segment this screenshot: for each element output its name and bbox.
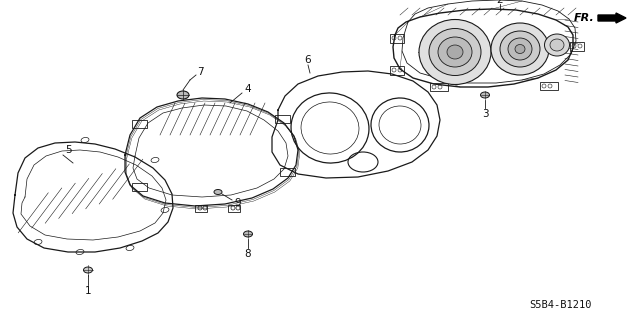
Ellipse shape [177, 91, 189, 99]
Bar [132, 120, 147, 128]
Text: 8: 8 [244, 249, 252, 259]
Text: 2: 2 [497, 0, 503, 5]
Ellipse shape [550, 39, 564, 51]
Ellipse shape [243, 231, 253, 237]
FancyArrow shape [598, 13, 626, 23]
Bar [540, 82, 558, 90]
Ellipse shape [500, 31, 540, 67]
Bar [275, 115, 290, 123]
Ellipse shape [491, 23, 549, 75]
Bar [280, 168, 295, 176]
Bar [390, 66, 404, 75]
Ellipse shape [481, 92, 490, 98]
Text: 9: 9 [235, 198, 241, 208]
Text: 5: 5 [65, 145, 71, 155]
Ellipse shape [419, 19, 491, 85]
Ellipse shape [429, 28, 481, 76]
Bar [570, 42, 584, 51]
Text: S5B4-B1210: S5B4-B1210 [529, 300, 591, 310]
Ellipse shape [438, 37, 472, 67]
Ellipse shape [83, 267, 93, 273]
Bar [195, 205, 207, 212]
Text: 3: 3 [482, 109, 488, 119]
Ellipse shape [214, 189, 222, 195]
Bar [228, 205, 240, 212]
Bar [390, 34, 404, 43]
Ellipse shape [545, 34, 570, 56]
Bar [132, 183, 147, 191]
Ellipse shape [447, 45, 463, 59]
Ellipse shape [508, 38, 532, 60]
Text: FR.: FR. [574, 13, 595, 23]
Text: 7: 7 [196, 67, 204, 77]
Text: 1: 1 [84, 286, 92, 296]
Ellipse shape [515, 44, 525, 54]
Text: 4: 4 [244, 84, 252, 94]
Text: 6: 6 [305, 55, 311, 65]
Bar [430, 83, 448, 91]
